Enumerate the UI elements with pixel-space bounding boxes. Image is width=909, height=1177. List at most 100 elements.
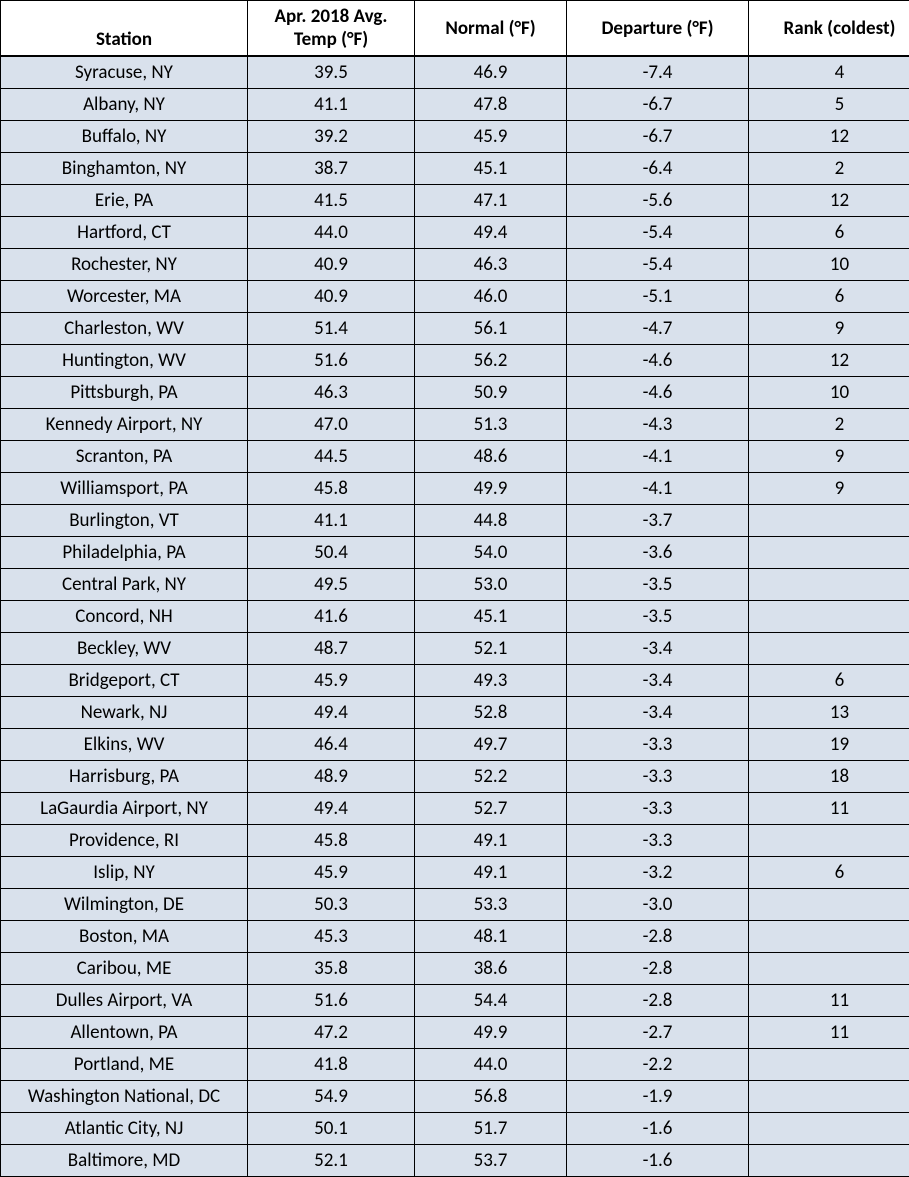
cell-rank: 6 — [749, 857, 909, 889]
cell-normal: 45.1 — [415, 153, 567, 185]
cell-departure: -4.7 — [567, 313, 749, 345]
cell-station: Harrisburg, PA — [1, 761, 248, 793]
cell-rank — [749, 953, 909, 985]
cell-normal: 53.3 — [415, 889, 567, 921]
table-row: Burlington, VT41.144.8-3.7 — [1, 505, 909, 537]
cell-normal: 56.2 — [415, 345, 567, 377]
table-row: Scranton, PA44.548.6-4.19 — [1, 441, 909, 473]
cell-normal: 49.7 — [415, 729, 567, 761]
cell-station: Concord, NH — [1, 601, 248, 633]
table-row: Binghamton, NY38.745.1-6.42 — [1, 153, 909, 185]
table-row: LaGaurdia Airport, NY49.452.7-3.311 — [1, 793, 909, 825]
cell-normal: 45.1 — [415, 601, 567, 633]
cell-station: Hartford, CT — [1, 217, 248, 249]
cell-station: LaGaurdia Airport, NY — [1, 793, 248, 825]
table-row: Charleston, WV51.456.1-4.79 — [1, 313, 909, 345]
cell-station: Kennedy Airport, NY — [1, 409, 248, 441]
cell-station: Williamsport, PA — [1, 473, 248, 505]
cell-normal: 52.2 — [415, 761, 567, 793]
cell-normal: 51.3 — [415, 409, 567, 441]
cell-rank: 4 — [749, 56, 909, 89]
cell-avg: 51.4 — [248, 313, 415, 345]
cell-rank — [749, 1081, 909, 1113]
table-row: Huntington, WV51.656.2-4.612 — [1, 345, 909, 377]
cell-avg: 45.3 — [248, 921, 415, 953]
table-row: Elkins, WV46.449.7-3.319 — [1, 729, 909, 761]
cell-departure: -1.9 — [567, 1081, 749, 1113]
cell-avg: 50.1 — [248, 1113, 415, 1145]
table-row: Bridgeport, CT45.949.3-3.46 — [1, 665, 909, 697]
cell-departure: -5.1 — [567, 281, 749, 313]
cell-departure: -5.6 — [567, 185, 749, 217]
cell-avg: 47.0 — [248, 409, 415, 441]
table-row: Syracuse, NY39.546.9-7.44 — [1, 56, 909, 89]
cell-normal: 45.9 — [415, 121, 567, 153]
cell-rank — [749, 537, 909, 569]
table-row: Erie, PA41.547.1-5.612 — [1, 185, 909, 217]
temperature-table: Station Apr. 2018 Avg. Temp (°F) Normal … — [0, 0, 909, 1177]
cell-departure: -3.3 — [567, 761, 749, 793]
header-rank: Rank (coldest) — [749, 1, 909, 57]
cell-departure: -2.8 — [567, 953, 749, 985]
cell-station: Boston, MA — [1, 921, 248, 953]
cell-station: Charleston, WV — [1, 313, 248, 345]
table-row: Atlantic City, NJ50.151.7-1.6 — [1, 1113, 909, 1145]
table-row: Williamsport, PA45.849.9-4.19 — [1, 473, 909, 505]
table-row: Harrisburg, PA48.952.2-3.318 — [1, 761, 909, 793]
cell-station: Atlantic City, NJ — [1, 1113, 248, 1145]
cell-rank — [749, 921, 909, 953]
cell-rank: 5 — [749, 89, 909, 121]
table-row: Providence, RI45.849.1-3.3 — [1, 825, 909, 857]
cell-normal: 47.8 — [415, 89, 567, 121]
table-row: Pittsburgh, PA46.350.9-4.610 — [1, 377, 909, 409]
cell-avg: 35.8 — [248, 953, 415, 985]
cell-normal: 53.0 — [415, 569, 567, 601]
cell-normal: 54.4 — [415, 985, 567, 1017]
cell-normal: 47.1 — [415, 185, 567, 217]
table-row: Albany, NY41.147.8-6.75 — [1, 89, 909, 121]
table-row: Portland, ME41.844.0-2.2 — [1, 1049, 909, 1081]
cell-normal: 48.1 — [415, 921, 567, 953]
cell-avg: 48.9 — [248, 761, 415, 793]
table-row: Hartford, CT44.049.4-5.46 — [1, 217, 909, 249]
table-row: Washington National, DC54.956.8-1.9 — [1, 1081, 909, 1113]
cell-departure: -5.4 — [567, 249, 749, 281]
cell-avg: 39.5 — [248, 56, 415, 89]
cell-avg: 45.9 — [248, 857, 415, 889]
cell-rank: 2 — [749, 409, 909, 441]
cell-station: Buffalo, NY — [1, 121, 248, 153]
cell-normal: 49.1 — [415, 825, 567, 857]
table-row: Beckley, WV48.752.1-3.4 — [1, 633, 909, 665]
header-departure: Departure (°F) — [567, 1, 749, 57]
cell-avg: 51.6 — [248, 985, 415, 1017]
cell-avg: 46.4 — [248, 729, 415, 761]
cell-normal: 49.4 — [415, 217, 567, 249]
cell-rank: 6 — [749, 281, 909, 313]
cell-station: Worcester, MA — [1, 281, 248, 313]
cell-avg: 41.8 — [248, 1049, 415, 1081]
cell-departure: -7.4 — [567, 56, 749, 89]
cell-avg: 50.4 — [248, 537, 415, 569]
cell-normal: 44.8 — [415, 505, 567, 537]
cell-station: Philadelphia, PA — [1, 537, 248, 569]
table-row: Rochester, NY40.946.3-5.410 — [1, 249, 909, 281]
cell-avg: 44.0 — [248, 217, 415, 249]
cell-station: Newark, NJ — [1, 697, 248, 729]
cell-rank: 19 — [749, 729, 909, 761]
table-row: Wilmington, DE50.353.3-3.0 — [1, 889, 909, 921]
cell-rank: 11 — [749, 793, 909, 825]
cell-departure: -4.1 — [567, 441, 749, 473]
cell-rank: 9 — [749, 313, 909, 345]
cell-station: Washington National, DC — [1, 1081, 248, 1113]
cell-rank: 11 — [749, 985, 909, 1017]
cell-rank — [749, 1049, 909, 1081]
cell-departure: -6.4 — [567, 153, 749, 185]
cell-station: Elkins, WV — [1, 729, 248, 761]
cell-avg: 49.4 — [248, 697, 415, 729]
cell-rank — [749, 505, 909, 537]
cell-departure: -3.3 — [567, 729, 749, 761]
cell-rank — [749, 889, 909, 921]
table-row: Islip, NY45.949.1-3.26 — [1, 857, 909, 889]
cell-normal: 49.1 — [415, 857, 567, 889]
cell-avg: 49.5 — [248, 569, 415, 601]
